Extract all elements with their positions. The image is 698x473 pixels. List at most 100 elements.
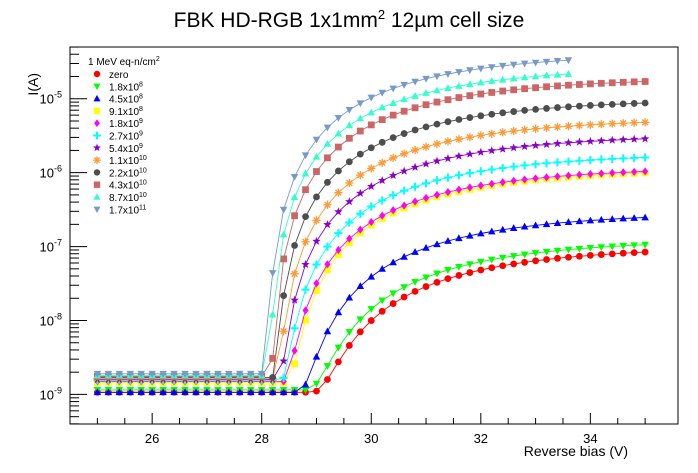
data-point bbox=[411, 182, 420, 191]
data-point bbox=[509, 253, 518, 260]
legend-marker bbox=[93, 169, 101, 176]
data-point bbox=[576, 252, 583, 260]
data-point bbox=[488, 227, 496, 235]
data-point bbox=[268, 388, 277, 396]
data-point bbox=[455, 94, 463, 101]
plot-frame bbox=[69, 46, 679, 425]
data-point bbox=[509, 143, 518, 152]
data-point bbox=[520, 222, 529, 230]
data-point bbox=[411, 126, 419, 134]
data-point bbox=[543, 256, 550, 263]
data-point bbox=[389, 99, 397, 106]
data-point bbox=[465, 133, 474, 142]
data-point bbox=[488, 77, 496, 84]
data-point bbox=[554, 172, 561, 181]
data-point bbox=[531, 72, 540, 80]
data-point bbox=[290, 388, 299, 396]
data-point bbox=[247, 388, 255, 396]
data-point bbox=[323, 363, 332, 370]
data-point bbox=[104, 370, 113, 378]
data-point bbox=[455, 82, 463, 89]
data-point bbox=[443, 137, 453, 146]
y-tick-label: 10-5 bbox=[40, 90, 62, 107]
data-point bbox=[323, 327, 332, 335]
data-point bbox=[597, 155, 606, 164]
data-point bbox=[181, 370, 189, 378]
data-point bbox=[433, 278, 441, 286]
data-point bbox=[586, 120, 595, 129]
data-point bbox=[642, 167, 649, 176]
data-point bbox=[487, 129, 496, 138]
data-point bbox=[466, 80, 474, 88]
legend-marker bbox=[93, 94, 101, 102]
data-point bbox=[378, 307, 386, 315]
data-point bbox=[356, 282, 365, 289]
data-point bbox=[312, 136, 321, 144]
data-point bbox=[520, 161, 529, 170]
data-point bbox=[477, 65, 485, 73]
data-point bbox=[115, 370, 124, 378]
data-point bbox=[488, 179, 495, 188]
data-point bbox=[476, 147, 486, 156]
data-point bbox=[620, 168, 627, 177]
legend-label: 2.2x1010 bbox=[109, 167, 147, 179]
data-point bbox=[465, 149, 475, 158]
data-point bbox=[400, 95, 408, 103]
data-point bbox=[301, 387, 310, 394]
data-point bbox=[498, 144, 507, 153]
data-point bbox=[214, 388, 222, 396]
data-point bbox=[608, 250, 616, 258]
data-point bbox=[477, 78, 485, 86]
data-point bbox=[531, 124, 540, 133]
data-point bbox=[565, 81, 572, 89]
data-point bbox=[290, 173, 299, 181]
data-point bbox=[356, 114, 365, 122]
data-point bbox=[411, 104, 419, 112]
data-point bbox=[334, 188, 343, 197]
data-point bbox=[520, 73, 529, 81]
data-point bbox=[323, 220, 332, 229]
data-point bbox=[510, 86, 518, 94]
data-point bbox=[531, 160, 540, 169]
data-point bbox=[93, 388, 102, 396]
data-point bbox=[400, 252, 408, 260]
data-point bbox=[356, 209, 365, 218]
data-point bbox=[301, 285, 310, 294]
data-point bbox=[378, 265, 386, 272]
data-point bbox=[553, 219, 562, 227]
legend-marker bbox=[93, 206, 101, 213]
data-point bbox=[553, 139, 562, 148]
data-point bbox=[378, 196, 387, 205]
data-point bbox=[498, 128, 507, 137]
data-point bbox=[367, 317, 375, 324]
data-point bbox=[587, 170, 594, 179]
data-point bbox=[564, 122, 573, 131]
data-point bbox=[389, 134, 397, 142]
data-point bbox=[301, 169, 310, 177]
data-point bbox=[126, 388, 134, 396]
data-point bbox=[455, 264, 463, 271]
data-point bbox=[455, 116, 463, 123]
data-point bbox=[640, 134, 650, 143]
legend-label: 1.7x1011 bbox=[109, 204, 146, 216]
legend-marker bbox=[93, 143, 101, 152]
data-point bbox=[510, 176, 517, 185]
data-point bbox=[432, 156, 442, 165]
data-point bbox=[378, 158, 387, 167]
data-point bbox=[444, 84, 452, 91]
data-point bbox=[586, 155, 595, 165]
data-point bbox=[400, 107, 408, 115]
data-point bbox=[422, 123, 430, 131]
data-point bbox=[630, 100, 638, 107]
data-point bbox=[553, 247, 562, 255]
data-point bbox=[378, 116, 386, 124]
data-point bbox=[564, 218, 573, 226]
data-point bbox=[181, 388, 189, 396]
data-point bbox=[93, 370, 102, 378]
legend-label: 9.1x108 bbox=[109, 106, 143, 118]
legend-item: 8.7x1010 bbox=[93, 192, 147, 204]
data-point bbox=[290, 324, 299, 333]
data-point bbox=[291, 360, 298, 368]
series-line bbox=[97, 157, 646, 381]
data-point bbox=[641, 241, 649, 249]
